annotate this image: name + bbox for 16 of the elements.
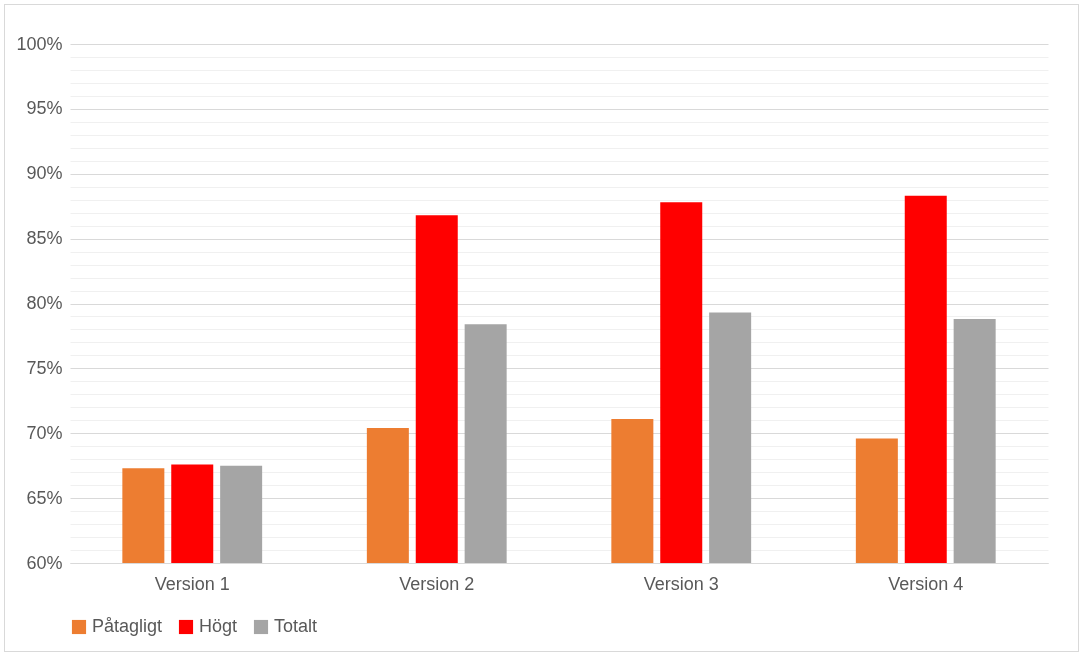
x-tick-label: Version 1	[154, 573, 230, 594]
x-tick-label: Version 4	[888, 573, 964, 594]
y-tick-label: 60%	[26, 552, 63, 573]
x-tick-label: Version 3	[643, 573, 719, 594]
y-tick-label: 65%	[26, 487, 63, 508]
y-tick-label: 75%	[26, 357, 63, 378]
x-tick-label: Version 2	[399, 573, 475, 594]
legend-label: Påtagligt	[92, 616, 163, 636]
y-tick-label: 85%	[26, 228, 63, 249]
y-tick-label: 70%	[26, 422, 63, 443]
y-tick-label: 80%	[26, 293, 63, 313]
legend-label: Högt	[199, 616, 238, 636]
y-tick-label: 100%	[16, 33, 63, 54]
legend-label: Totalt	[274, 616, 318, 636]
y-tick-label: 90%	[26, 163, 63, 184]
y-tick-label: 95%	[26, 98, 63, 119]
